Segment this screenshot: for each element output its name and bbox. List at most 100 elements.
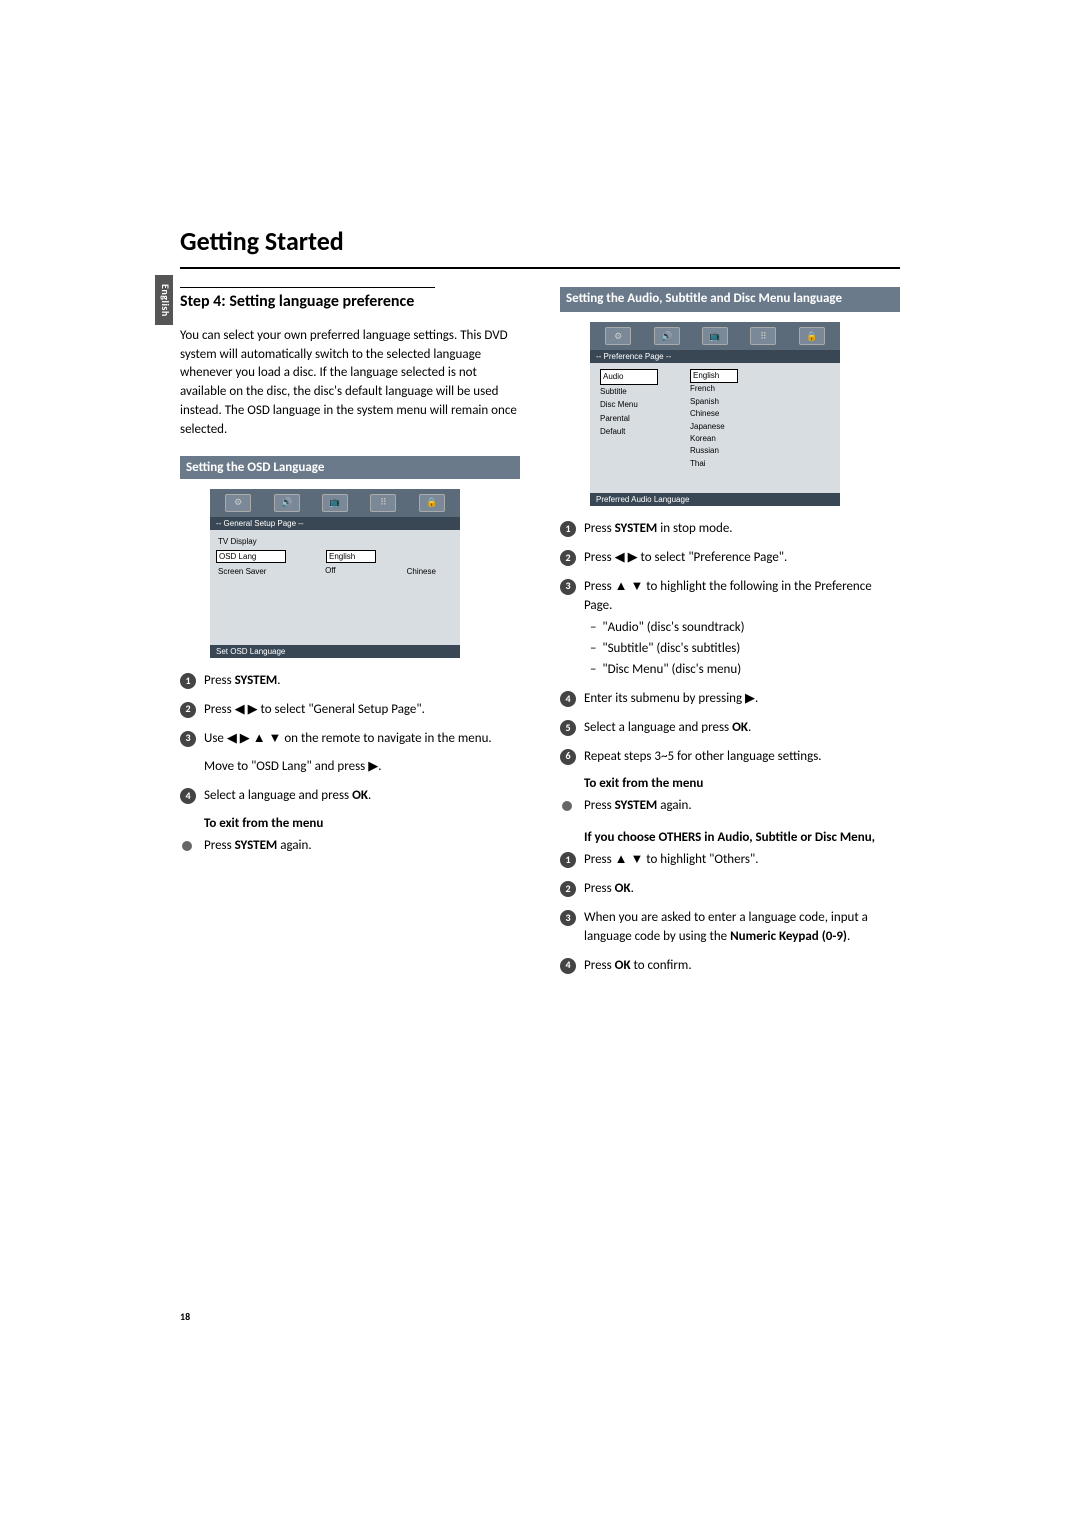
left-column: Step 4: Setting language preference You … bbox=[180, 287, 520, 986]
step-item: 5 Select a language and press OK. bbox=[560, 719, 900, 738]
exit-heading: To exit from the menu bbox=[560, 776, 900, 791]
language-tab: English bbox=[155, 275, 173, 325]
bullet-icon bbox=[562, 801, 572, 811]
osd-item-selected: OSD Lang bbox=[216, 550, 286, 563]
osd-icon: 🔒 bbox=[419, 494, 445, 512]
step-text: Press SYSTEM in stop mode. bbox=[584, 521, 733, 536]
pref-lang-col: English French Spanish Chinese Japanese … bbox=[690, 369, 750, 487]
osd-value: Chinese bbox=[690, 408, 750, 420]
step-badge: 3 bbox=[180, 731, 196, 747]
osd-item: Subtitle bbox=[600, 385, 670, 399]
exit-item: Press SYSTEM again. bbox=[180, 837, 520, 856]
osd-value-selected: English bbox=[326, 550, 376, 563]
osd-icon: ⠿ bbox=[750, 327, 776, 345]
step-heading: Step 4: Setting language preference bbox=[180, 292, 520, 313]
dash-item: – "Disc Menu" (disc's menu) bbox=[590, 661, 900, 680]
osd-section-bar: Setting the OSD Language bbox=[180, 456, 520, 479]
osd-footer: Set OSD Language bbox=[210, 645, 460, 658]
step-text: Enter its submenu by pressing ▶. bbox=[584, 691, 758, 706]
osd-icon: 📺 bbox=[702, 327, 728, 345]
step-text: Press SYSTEM. bbox=[204, 673, 281, 688]
osd-value-selected: English bbox=[690, 369, 738, 383]
step-item: 3 When you are asked to enter a language… bbox=[560, 909, 900, 947]
step-badge: 4 bbox=[560, 691, 576, 707]
step-text: Select a language and press OK. bbox=[204, 788, 371, 803]
left-steps-list: 1 Press SYSTEM. 2 Press ◀ ▶ to select "G… bbox=[180, 672, 520, 806]
step-item: 1 Press SYSTEM in stop mode. bbox=[560, 520, 900, 539]
step-badge: 3 bbox=[560, 579, 576, 595]
step-text: Repeat steps 3~5 for other language sett… bbox=[584, 749, 822, 764]
exit-text: Press SYSTEM again. bbox=[584, 798, 692, 813]
osd-icon: ⚙ bbox=[605, 327, 631, 345]
title-rule bbox=[180, 267, 900, 269]
step-badge: 2 bbox=[560, 881, 576, 897]
step-item: 1 Press SYSTEM. bbox=[180, 672, 520, 691]
step-item: 6 Repeat steps 3~5 for other language se… bbox=[560, 748, 900, 767]
others-steps-list: 1 Press ▲ ▼ to highlight "Others". 2 Pre… bbox=[560, 851, 900, 975]
others-heading: If you choose OTHERS in Audio, Subtitle … bbox=[560, 830, 900, 845]
step-item: 4 Select a language and press OK. bbox=[180, 787, 520, 806]
exit-list: Press SYSTEM again. bbox=[560, 797, 900, 816]
osd-item: TV Display bbox=[216, 536, 286, 547]
step-item: 4 Enter its submenu by pressing ▶. bbox=[560, 690, 900, 709]
step-item: 4 Press OK to confirm. bbox=[560, 957, 900, 976]
step-item: 3 Use ◀ ▶ ▲ ▼ on the remote to navigate … bbox=[180, 730, 520, 778]
osd-item-selected: Audio bbox=[600, 369, 658, 385]
osd-value: Spanish bbox=[690, 396, 750, 408]
exit-item: Press SYSTEM again. bbox=[560, 797, 900, 816]
osd-footer: Preferred Audio Language bbox=[590, 493, 840, 506]
preference-section-bar: Setting the Audio, Subtitle and Disc Men… bbox=[560, 287, 900, 312]
dash-item: – "Subtitle" (disc's subtitles) bbox=[590, 640, 900, 659]
osd-icon: 🔒 bbox=[799, 327, 825, 345]
step-text: Press ▲ ▼ to highlight "Others". bbox=[584, 852, 759, 867]
step-badge: 2 bbox=[560, 550, 576, 566]
right-steps-list: 1 Press SYSTEM in stop mode. 2 Press ◀ ▶… bbox=[560, 520, 900, 766]
step-text: Press OK. bbox=[584, 881, 634, 896]
bullet-icon bbox=[182, 841, 192, 851]
osd-item: Parental bbox=[600, 412, 670, 426]
osd-value: Thai bbox=[690, 458, 750, 470]
dash-item: – "Audio" (disc's soundtrack) bbox=[590, 619, 900, 638]
exit-heading: To exit from the menu bbox=[180, 816, 520, 831]
osd-icon: 🔊 bbox=[274, 494, 300, 512]
osd-title-bar: -- Preference Page -- bbox=[590, 350, 840, 363]
osd-panel-preference: ⚙ 🔊 📺 ⠿ 🔒 -- Preference Page -- Audio Su… bbox=[590, 322, 840, 506]
right-column: Setting the Audio, Subtitle and Disc Men… bbox=[560, 287, 900, 986]
step-badge: 6 bbox=[560, 749, 576, 765]
step-item: 2 Press ◀ ▶ to select "Preference Page". bbox=[560, 549, 900, 568]
step-text: Use ◀ ▶ ▲ ▼ on the remote to navigate in… bbox=[204, 731, 492, 746]
page-title: Getting Started bbox=[180, 225, 900, 257]
step-item: 1 Press ▲ ▼ to highlight "Others". bbox=[560, 851, 900, 870]
exit-text: Press SYSTEM again. bbox=[204, 838, 312, 853]
step-item: 2 Press OK. bbox=[560, 880, 900, 899]
osd-item: Screen Saver bbox=[216, 566, 285, 577]
osd-body: TV Display OSD Lang English Screen Saver… bbox=[210, 530, 460, 645]
osd-value: French bbox=[690, 383, 750, 395]
step-head-rule bbox=[180, 287, 435, 288]
osd-icon: ⠿ bbox=[370, 494, 396, 512]
step-item: 3 Press ▲ ▼ to highlight the following i… bbox=[560, 578, 900, 680]
step-text: Press ▲ ▼ to highlight the following in … bbox=[584, 579, 872, 613]
osd-value: Chinese bbox=[405, 566, 454, 577]
osd-icon: 🔊 bbox=[654, 327, 680, 345]
step-badge: 3 bbox=[560, 910, 576, 926]
step-badge: 1 bbox=[560, 521, 576, 537]
osd-value: Japanese bbox=[690, 421, 750, 433]
step-text: When you are asked to enter a language c… bbox=[584, 910, 868, 944]
osd-icon: 📺 bbox=[322, 494, 348, 512]
osd-item: Disc Menu bbox=[600, 398, 670, 412]
osd-value: Russian bbox=[690, 445, 750, 457]
osd-tab-icons: ⚙ 🔊 📺 ⠿ 🔒 bbox=[590, 322, 840, 350]
step-badge: 4 bbox=[560, 958, 576, 974]
osd-icon: ⚙ bbox=[225, 494, 251, 512]
step-text: Press ◀ ▶ to select "General Setup Page"… bbox=[204, 702, 425, 717]
step-text: Press ◀ ▶ to select "Preference Page". bbox=[584, 550, 787, 565]
osd-value: Korean bbox=[690, 433, 750, 445]
step-badge: 5 bbox=[560, 720, 576, 736]
manual-page: Getting Started Step 4: Setting language… bbox=[180, 225, 900, 986]
step-badge: 2 bbox=[180, 702, 196, 718]
step-badge: 1 bbox=[180, 673, 196, 689]
step-badge: 1 bbox=[560, 852, 576, 868]
osd-panel-general: ⚙ 🔊 📺 ⠿ 🔒 -- General Setup Page -- TV Di… bbox=[210, 489, 460, 658]
osd-item: Default bbox=[600, 425, 670, 439]
